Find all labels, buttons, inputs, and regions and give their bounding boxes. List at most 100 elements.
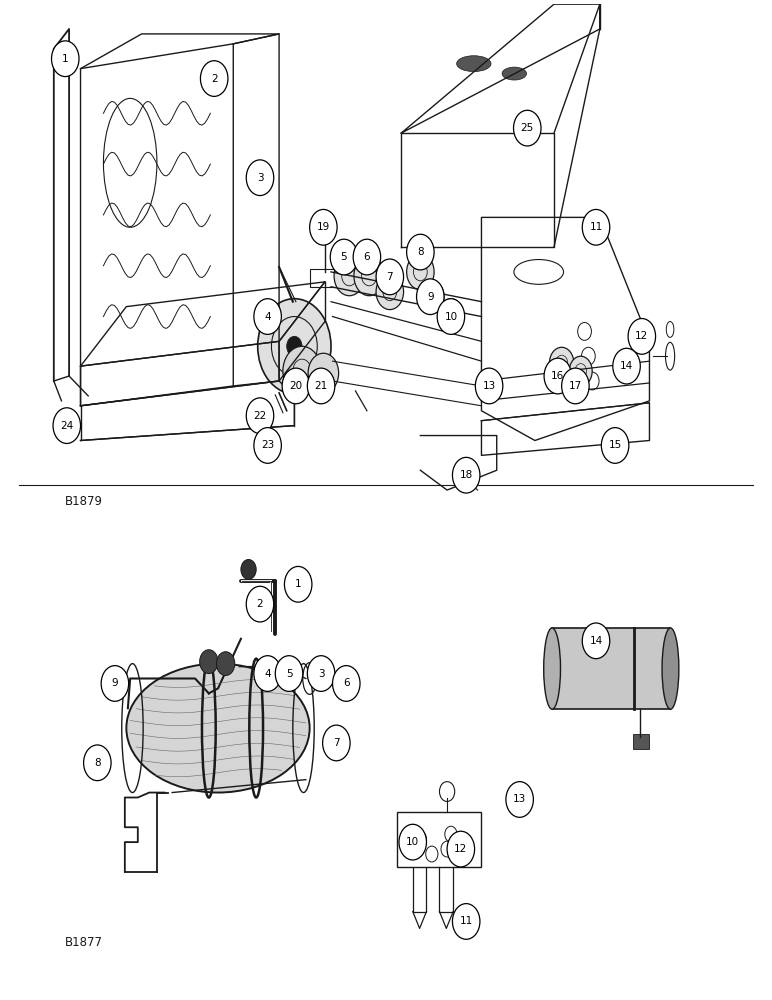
Text: 17: 17 (569, 381, 582, 391)
Circle shape (83, 745, 111, 781)
Text: B1879: B1879 (66, 495, 103, 508)
Circle shape (613, 348, 640, 384)
Circle shape (420, 281, 444, 313)
Circle shape (376, 274, 404, 310)
FancyBboxPatch shape (552, 628, 670, 709)
Text: 7: 7 (333, 738, 340, 748)
Ellipse shape (502, 67, 527, 80)
Circle shape (544, 358, 571, 394)
Circle shape (628, 319, 655, 354)
Text: 14: 14 (620, 361, 633, 371)
Ellipse shape (662, 628, 679, 709)
Text: 21: 21 (314, 381, 327, 391)
Text: 12: 12 (635, 331, 648, 341)
Circle shape (216, 652, 235, 676)
Circle shape (246, 586, 274, 622)
Text: 6: 6 (364, 252, 371, 262)
Circle shape (254, 299, 281, 334)
Circle shape (447, 831, 475, 867)
Text: 20: 20 (290, 381, 303, 391)
Text: 4: 4 (264, 312, 271, 322)
Text: 18: 18 (459, 470, 472, 480)
Circle shape (582, 209, 610, 245)
Text: 12: 12 (454, 844, 468, 854)
Bar (633, 734, 649, 749)
Circle shape (550, 347, 574, 379)
Text: 9: 9 (112, 678, 118, 688)
Text: 10: 10 (445, 312, 458, 322)
Circle shape (323, 725, 350, 761)
Text: B1877: B1877 (66, 936, 103, 949)
Circle shape (330, 239, 357, 275)
Text: 1: 1 (62, 54, 69, 64)
Text: 8: 8 (94, 758, 100, 768)
Text: 5: 5 (340, 252, 347, 262)
Circle shape (284, 566, 312, 602)
Text: 16: 16 (551, 371, 564, 381)
Text: 1: 1 (295, 579, 302, 589)
Circle shape (437, 299, 465, 334)
Circle shape (333, 666, 360, 701)
Bar (310, 269, 340, 287)
Text: 9: 9 (427, 292, 434, 302)
Text: 11: 11 (459, 916, 472, 926)
Circle shape (101, 666, 129, 701)
Circle shape (246, 398, 274, 434)
Text: 15: 15 (608, 440, 621, 450)
Text: 4: 4 (264, 669, 271, 679)
Text: 7: 7 (387, 272, 393, 282)
Circle shape (582, 623, 610, 659)
Circle shape (246, 160, 274, 196)
Text: 25: 25 (520, 123, 534, 133)
Text: 14: 14 (589, 636, 603, 646)
Circle shape (254, 656, 281, 691)
Text: 2: 2 (211, 74, 218, 84)
Text: 24: 24 (60, 421, 73, 431)
Circle shape (562, 368, 589, 404)
Circle shape (353, 239, 381, 275)
Text: 11: 11 (589, 222, 603, 232)
Text: 2: 2 (256, 599, 263, 609)
Text: 3: 3 (256, 173, 263, 183)
Circle shape (282, 368, 310, 404)
Circle shape (258, 299, 331, 394)
Ellipse shape (127, 664, 310, 793)
Ellipse shape (457, 56, 491, 72)
Circle shape (452, 904, 480, 939)
Text: 10: 10 (406, 837, 419, 847)
Circle shape (53, 408, 80, 443)
Circle shape (354, 256, 384, 296)
Text: 13: 13 (513, 794, 527, 804)
Circle shape (513, 110, 541, 146)
Circle shape (201, 61, 228, 96)
Text: 13: 13 (482, 381, 496, 391)
Circle shape (407, 234, 434, 270)
Circle shape (407, 254, 434, 290)
Circle shape (452, 457, 480, 493)
Circle shape (200, 650, 218, 674)
Text: 22: 22 (253, 411, 266, 421)
Circle shape (254, 428, 281, 463)
Circle shape (286, 336, 302, 356)
Text: 8: 8 (417, 247, 424, 257)
Circle shape (569, 356, 592, 386)
Circle shape (283, 346, 321, 396)
Circle shape (308, 353, 339, 393)
Circle shape (334, 256, 364, 296)
Text: 19: 19 (317, 222, 330, 232)
Circle shape (476, 368, 503, 404)
Circle shape (601, 428, 629, 463)
Circle shape (376, 259, 404, 295)
Ellipse shape (543, 628, 560, 709)
Circle shape (52, 41, 79, 77)
Text: 6: 6 (343, 678, 350, 688)
Circle shape (439, 299, 462, 328)
Text: 3: 3 (318, 669, 324, 679)
Text: 23: 23 (261, 440, 274, 450)
Circle shape (307, 368, 335, 404)
Circle shape (307, 656, 335, 691)
Circle shape (399, 824, 426, 860)
Circle shape (241, 560, 256, 579)
Circle shape (506, 782, 533, 817)
Circle shape (276, 656, 303, 691)
